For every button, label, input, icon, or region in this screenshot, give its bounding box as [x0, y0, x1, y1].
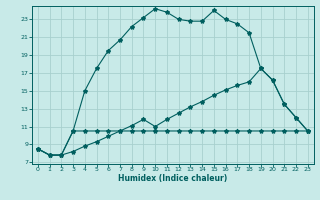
- X-axis label: Humidex (Indice chaleur): Humidex (Indice chaleur): [118, 174, 228, 183]
